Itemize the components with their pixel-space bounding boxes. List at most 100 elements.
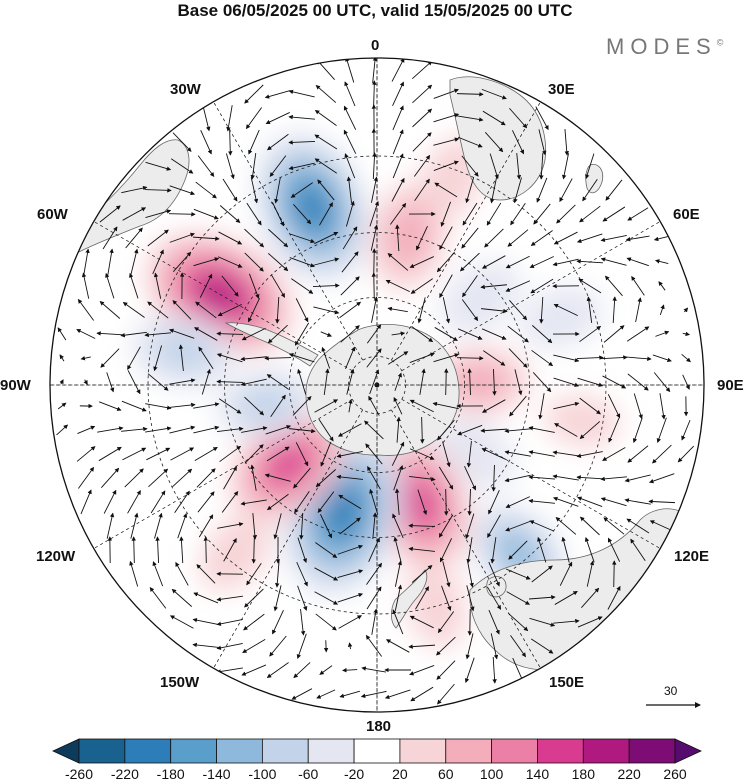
wind-vector-236 (655, 330, 670, 337)
wind-vector-16 (202, 105, 211, 132)
wind-vector-433 (372, 512, 378, 539)
wind-vector-548 (342, 667, 358, 673)
anomaly-contour-3-0 (441, 260, 521, 336)
wind-vector-329 (289, 428, 316, 434)
wind-vector-478 (337, 569, 364, 579)
wind-vector-370 (652, 444, 672, 464)
wind-vector-364 (504, 450, 531, 457)
wind-vector-35 (266, 133, 289, 151)
wind-vector-547 (319, 665, 333, 675)
wind-vector-289 (627, 373, 649, 391)
wind-vector-278 (369, 369, 380, 395)
meridian-line (213, 409, 364, 669)
wind-vector-187 (122, 302, 145, 318)
anomaly-contour-11-1 (236, 383, 296, 426)
wind-vector-132 (600, 235, 627, 243)
wind-vector-296 (145, 403, 172, 410)
wind-vector-511 (192, 617, 219, 626)
wind-vector-374 (124, 468, 144, 488)
label-lon-150w: 150W (160, 674, 200, 691)
wind-vector-484 (488, 561, 500, 587)
wind-vector-545 (266, 662, 289, 678)
wind-vector-557 (316, 689, 336, 699)
wind-vector-119 (289, 233, 316, 244)
wind-vector-50 (197, 155, 215, 177)
wind-vector-320 (77, 425, 96, 434)
wind-vector-54 (288, 162, 315, 171)
colorbar-swatch-11 (582, 738, 630, 764)
wind-vector-104 (486, 202, 502, 226)
wind-vector-222 (320, 331, 332, 337)
wind-vector-172 (371, 272, 377, 300)
wind-vector-195 (313, 306, 340, 315)
wind-vector-279 (394, 372, 402, 391)
wind-vector-451 (223, 537, 237, 562)
wind-vector-108 (579, 205, 601, 223)
wind-vector-32 (200, 129, 212, 155)
wind-vector-65 (561, 153, 569, 180)
wind-vector-230 (507, 325, 529, 343)
wind-vector-517 (338, 615, 362, 629)
wind-vector-350 (170, 447, 195, 461)
wind-vector-174 (410, 278, 433, 294)
wind-vector-260 (576, 355, 604, 360)
wind-vector-118 (268, 228, 289, 248)
wind-vector-29 (509, 107, 528, 129)
wind-vector-199 (417, 297, 426, 324)
colorbar-tick-label: -20 (343, 766, 365, 782)
wind-vector-439 (505, 520, 531, 532)
wind-vector-405 (266, 493, 289, 511)
wind-vector-430 (299, 512, 304, 540)
wind-vector-127 (484, 228, 504, 248)
wind-vector-204 (539, 296, 544, 324)
meridian-line (401, 398, 661, 549)
wind-vector-44 (484, 132, 504, 153)
wind-vector-227 (434, 327, 458, 341)
colorbar-tick-label: 140 (525, 766, 550, 782)
wind-vector-64 (539, 152, 544, 180)
wind-vector-259 (553, 354, 580, 363)
wind-vector-444 (626, 518, 650, 534)
wind-vector-42 (433, 137, 460, 146)
wind-vector-542 (530, 638, 554, 654)
wind-vector-112 (125, 227, 143, 249)
wind-vector-105 (510, 203, 526, 226)
wind-vector-524 (508, 612, 529, 632)
wind-vector-276 (323, 368, 330, 395)
wind-vector-306 (393, 396, 403, 415)
wind-vector-546 (293, 662, 311, 679)
wind-vector-343 (632, 417, 643, 443)
wind-vector-37 (314, 134, 338, 150)
wind-vector-461 (466, 537, 473, 564)
wind-vector-274 (266, 374, 289, 390)
wind-vector-48 (145, 161, 172, 171)
wind-vector-514 (272, 610, 284, 635)
wind-vector-38 (343, 129, 357, 154)
colorbar-tick-label: -100 (248, 766, 277, 782)
wind-vector-266 (83, 379, 88, 385)
wind-vector-438 (487, 514, 501, 538)
wind-vector-74 (290, 182, 313, 198)
colorbar-tick-label: 60 (437, 766, 454, 782)
wind-vector-173 (385, 279, 410, 293)
map-border (49, 57, 705, 713)
wind-vector-305 (368, 395, 380, 416)
wind-vector-28 (482, 110, 506, 126)
wind-vector-554 (492, 656, 497, 684)
modes-logo: MODES© (606, 34, 724, 59)
colorbar-tick-label: -220 (110, 766, 139, 782)
wind-vector-124 (416, 226, 428, 251)
wind-vector-284 (514, 369, 523, 396)
wind-vector-120 (314, 231, 339, 245)
wind-vector-255 (456, 355, 484, 361)
wind-vector-502 (441, 585, 452, 611)
wind-vector-424 (154, 512, 163, 539)
wind-vector-203 (509, 299, 528, 321)
colorbar-tick-label: -180 (156, 766, 185, 782)
wind-vector-390 (504, 474, 531, 483)
colorbar-swatch-6 (353, 738, 401, 764)
wind-vector-75 (317, 179, 335, 201)
wind-vector-280 (419, 368, 426, 395)
wind-vector-386 (409, 475, 436, 482)
wind-vector-450 (203, 536, 209, 564)
